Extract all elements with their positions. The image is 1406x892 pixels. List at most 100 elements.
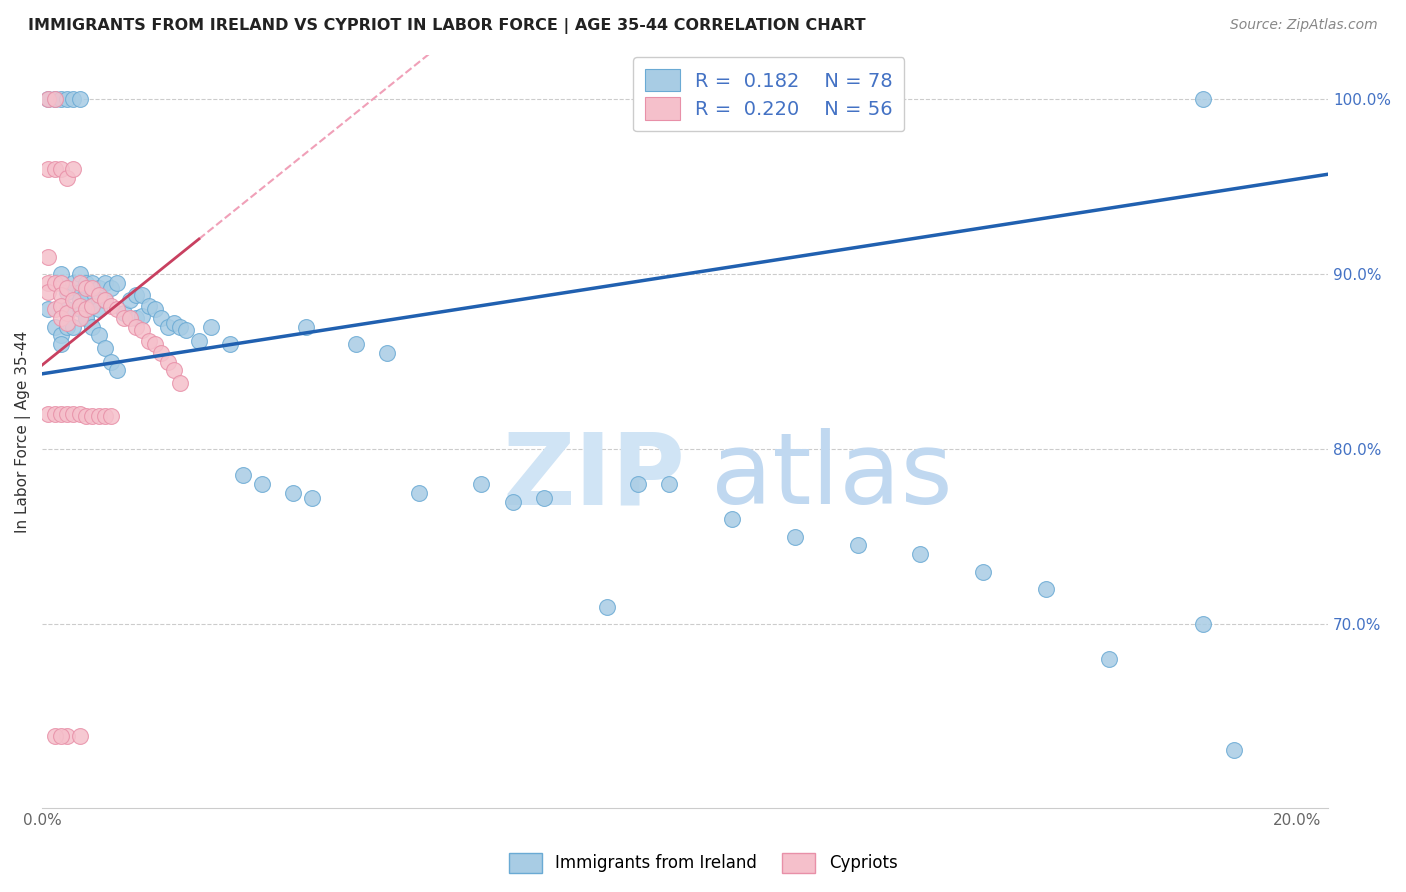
Point: [138, 299, 160, 313]
Point: [75, 310, 97, 325]
Point: [375, 346, 398, 360]
Point: [533, 491, 555, 505]
Point: [1223, 743, 1246, 757]
Point: [56, 319, 79, 334]
Point: [37, 92, 59, 106]
Point: [56, 316, 79, 330]
Point: [112, 305, 135, 319]
Point: [176, 323, 198, 337]
Point: [156, 354, 179, 368]
Point: [250, 477, 273, 491]
Point: [49, 276, 72, 290]
Point: [69, 729, 91, 743]
Point: [75, 293, 97, 308]
Point: [1191, 617, 1213, 632]
Point: [49, 337, 72, 351]
Point: [75, 310, 97, 325]
Point: [87, 293, 110, 308]
Point: [87, 328, 110, 343]
Point: [163, 363, 186, 377]
Point: [44, 276, 66, 290]
Point: [82, 281, 104, 295]
Text: atlas: atlas: [711, 428, 952, 525]
Point: [910, 547, 932, 561]
Point: [125, 288, 148, 302]
Point: [187, 334, 209, 348]
Point: [150, 346, 173, 360]
Text: Source: ZipAtlas.com: Source: ZipAtlas.com: [1230, 18, 1378, 32]
Point: [131, 309, 153, 323]
Point: [1097, 652, 1119, 666]
Point: [94, 409, 117, 423]
Point: [75, 276, 97, 290]
Point: [69, 299, 91, 313]
Point: [69, 276, 91, 290]
Point: [44, 161, 66, 176]
Point: [118, 293, 141, 308]
Point: [37, 92, 59, 106]
Point: [131, 323, 153, 337]
Point: [294, 319, 316, 334]
Point: [94, 293, 117, 308]
Point: [1191, 92, 1213, 106]
Point: [49, 729, 72, 743]
Point: [37, 407, 59, 421]
Point: [37, 301, 59, 316]
Point: [69, 92, 91, 106]
Point: [281, 486, 304, 500]
Point: [232, 468, 254, 483]
Point: [100, 409, 122, 423]
Point: [44, 407, 66, 421]
Point: [94, 293, 117, 308]
Point: [972, 565, 994, 579]
Point: [138, 334, 160, 348]
Point: [783, 530, 806, 544]
Point: [408, 486, 430, 500]
Point: [596, 599, 619, 614]
Point: [100, 281, 122, 295]
Point: [100, 299, 122, 313]
Point: [49, 92, 72, 106]
Point: [44, 319, 66, 334]
Point: [62, 293, 84, 308]
Point: [344, 337, 367, 351]
Point: [82, 299, 104, 313]
Point: [56, 92, 79, 106]
Point: [37, 161, 59, 176]
Point: [37, 250, 59, 264]
Point: [721, 512, 744, 526]
Point: [105, 276, 128, 290]
Point: [49, 267, 72, 281]
Point: [56, 281, 79, 295]
Point: [143, 301, 166, 316]
Text: IMMIGRANTS FROM IRELAND VS CYPRIOT IN LABOR FORCE | AGE 35-44 CORRELATION CHART: IMMIGRANTS FROM IRELAND VS CYPRIOT IN LA…: [28, 18, 866, 34]
Point: [49, 299, 72, 313]
Point: [87, 281, 110, 295]
Point: [846, 538, 869, 552]
Point: [658, 477, 681, 491]
Point: [62, 276, 84, 290]
Point: [169, 376, 191, 390]
Point: [87, 409, 110, 423]
Point: [49, 161, 72, 176]
Point: [125, 310, 148, 325]
Point: [56, 301, 79, 316]
Point: [69, 285, 91, 299]
Point: [156, 319, 179, 334]
Point: [94, 276, 117, 290]
Point: [301, 491, 323, 505]
Point: [69, 407, 91, 421]
Point: [502, 494, 524, 508]
Point: [75, 409, 97, 423]
Point: [69, 293, 91, 308]
Point: [56, 729, 79, 743]
Point: [69, 301, 91, 316]
Point: [56, 285, 79, 299]
Point: [163, 316, 186, 330]
Point: [69, 310, 91, 325]
Point: [143, 337, 166, 351]
Point: [112, 310, 135, 325]
Point: [470, 477, 492, 491]
Point: [82, 299, 104, 313]
Y-axis label: In Labor Force | Age 35-44: In Labor Force | Age 35-44: [15, 330, 31, 533]
